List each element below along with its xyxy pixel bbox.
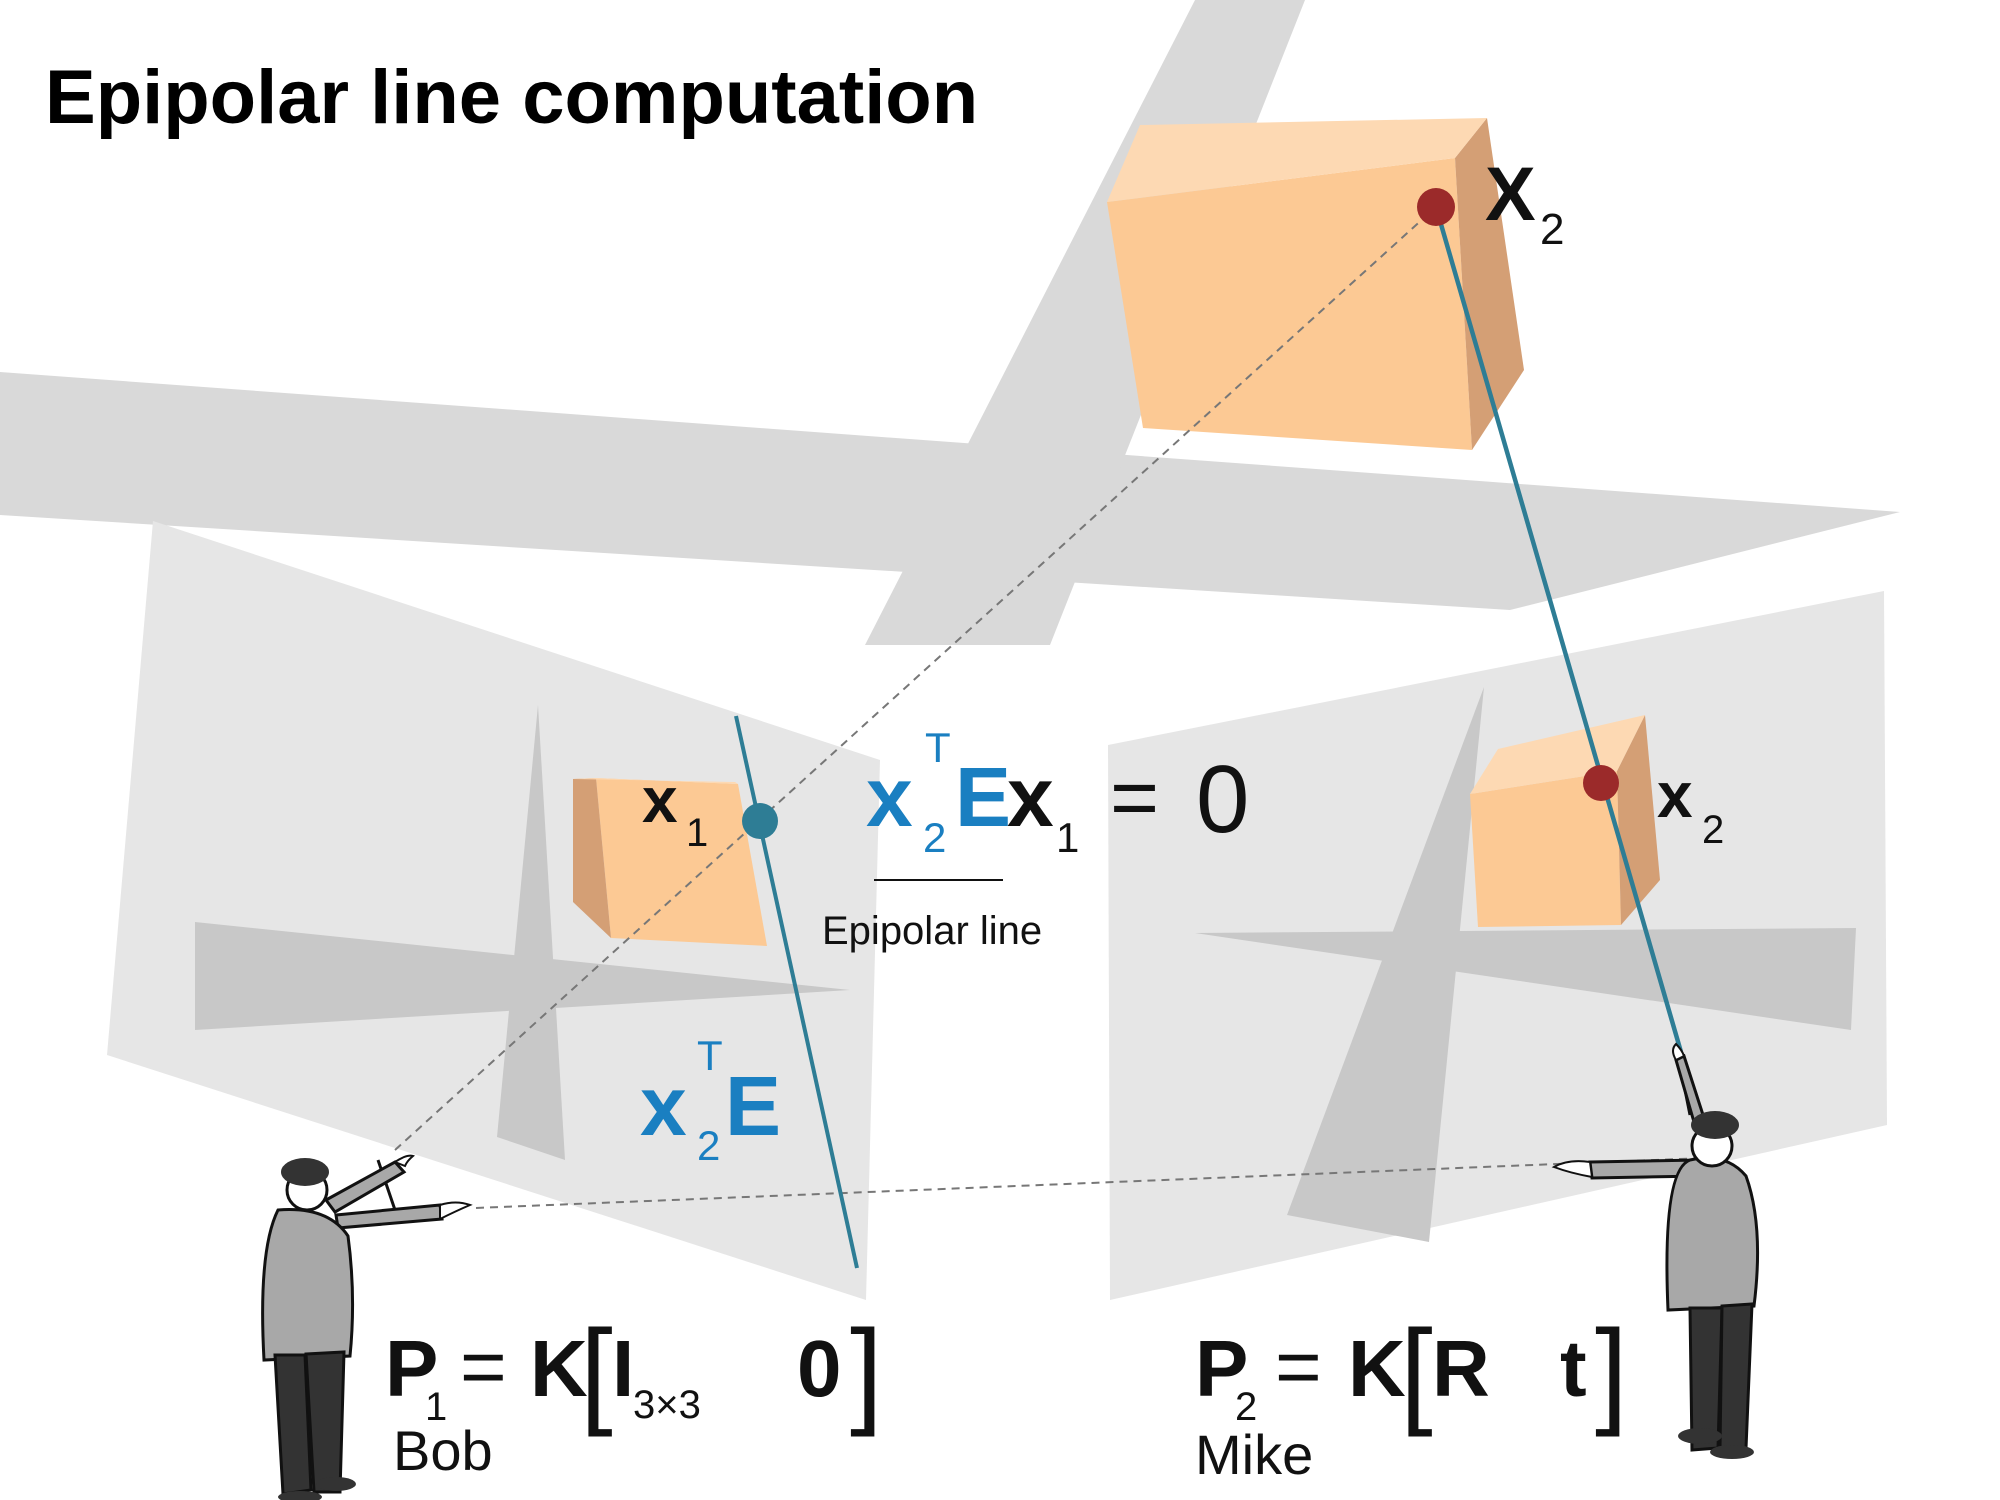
svg-text:=: = xyxy=(1110,750,1159,844)
svg-text:2: 2 xyxy=(697,1122,720,1169)
svg-text:t: t xyxy=(1560,1324,1587,1413)
svg-text:=: = xyxy=(1275,1322,1322,1411)
svg-text:X: X xyxy=(1485,152,1536,237)
svg-text:T: T xyxy=(697,1032,723,1079)
svg-text:1: 1 xyxy=(425,1385,447,1429)
svg-text:]: ] xyxy=(850,1306,883,1438)
svg-text:T: T xyxy=(925,724,951,771)
right-image-plane xyxy=(1108,591,1887,1300)
svg-text:x: x xyxy=(1657,759,1693,831)
svg-text:x: x xyxy=(640,1059,687,1153)
svg-text:E: E xyxy=(725,1059,781,1153)
svg-text:x: x xyxy=(642,764,678,836)
svg-text:1: 1 xyxy=(686,811,708,855)
svg-text:2: 2 xyxy=(1235,1385,1257,1429)
mike-figure xyxy=(1551,1042,1760,1459)
left-image-point-label: x 1 xyxy=(642,764,708,855)
svg-text:0: 0 xyxy=(1196,746,1249,853)
svg-text:=: = xyxy=(460,1322,507,1411)
ray-bob-to-world-point xyxy=(394,206,1437,1151)
right-image-point-label: x 2 xyxy=(1657,759,1724,852)
epipolar-caption: Epipolar line xyxy=(822,909,1042,953)
left-image-box xyxy=(573,778,767,946)
ray-mike-to-world-point xyxy=(1433,206,1684,1053)
svg-text:1: 1 xyxy=(1056,814,1079,861)
svg-text:K: K xyxy=(530,1324,588,1413)
bob-name: Bob xyxy=(393,1419,493,1482)
svg-text:P: P xyxy=(385,1324,438,1413)
svg-text:2: 2 xyxy=(1702,808,1724,852)
svg-text:3×3: 3×3 xyxy=(633,1383,701,1427)
svg-text:P: P xyxy=(1195,1324,1248,1413)
mike-camera-matrix: P 2 = K [ R t ] Mike xyxy=(1195,1306,1628,1486)
svg-text:E: E xyxy=(955,750,1011,844)
svg-text:I: I xyxy=(612,1324,634,1413)
page-title: Epipolar line computation xyxy=(45,55,978,140)
svg-text:[: [ xyxy=(1400,1306,1433,1438)
svg-text:x: x xyxy=(1007,750,1054,844)
left-image-line-expression: x T 2 E xyxy=(640,1032,781,1169)
right-image-box xyxy=(1470,715,1660,927)
svg-text:[: [ xyxy=(580,1306,613,1438)
svg-text:R: R xyxy=(1432,1324,1490,1413)
bob-figure xyxy=(261,1154,473,1500)
right-image-point-marker xyxy=(1583,765,1619,801)
left-image-point-marker xyxy=(742,803,778,839)
mike-name: Mike xyxy=(1195,1423,1313,1486)
baseline-bob-to-mike xyxy=(475,1157,1705,1209)
svg-text:K: K xyxy=(1348,1324,1406,1413)
svg-text:2: 2 xyxy=(923,814,946,861)
world-point-label: X 2 xyxy=(1485,152,1564,254)
svg-text:x: x xyxy=(866,750,913,844)
svg-text:2: 2 xyxy=(1540,205,1564,254)
epipolar-equation: x T 2 E x 1 = 0 Epipolar line xyxy=(822,724,1249,953)
world-box xyxy=(1107,118,1524,450)
world-point-marker xyxy=(1417,188,1455,226)
bob-camera-matrix: P 1 = K [ I 3×3 0 ] Bob xyxy=(385,1306,883,1482)
left-image-plane xyxy=(107,521,880,1300)
svg-text:]: ] xyxy=(1595,1306,1628,1438)
svg-text:0: 0 xyxy=(797,1324,842,1413)
